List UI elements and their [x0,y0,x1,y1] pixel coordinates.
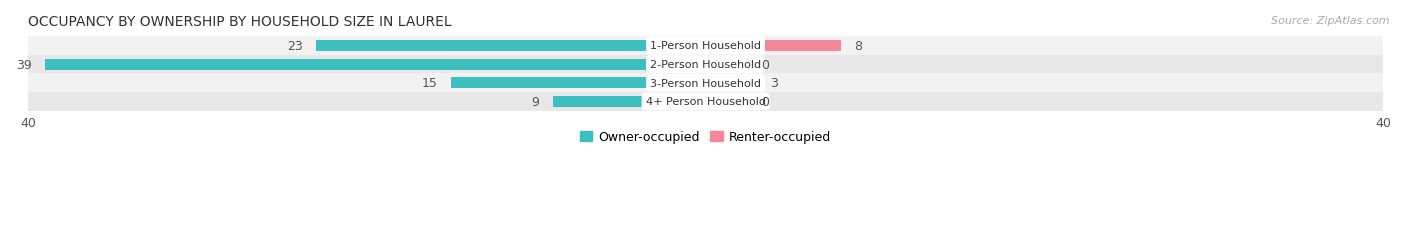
Legend: Owner-occupied, Renter-occupied: Owner-occupied, Renter-occupied [579,131,831,144]
Text: 3: 3 [770,77,778,90]
Bar [706,59,748,70]
Bar [28,55,1384,74]
Text: 9: 9 [531,96,540,109]
Bar [706,96,748,108]
Bar [706,78,756,89]
Text: 8: 8 [855,40,863,53]
Text: 4+ Person Household: 4+ Person Household [645,97,765,107]
Bar [45,59,706,70]
Bar [28,37,1384,55]
Bar [28,93,1384,111]
Bar [706,41,841,52]
Text: 3-Person Household: 3-Person Household [650,79,761,88]
Text: 0: 0 [762,96,769,109]
Bar [553,96,706,108]
Bar [316,41,706,52]
Text: 1-Person Household: 1-Person Household [650,41,761,51]
Text: 15: 15 [422,77,437,90]
Text: Source: ZipAtlas.com: Source: ZipAtlas.com [1271,16,1389,26]
Text: 0: 0 [762,58,769,71]
Text: 39: 39 [15,58,31,71]
Bar [451,78,706,89]
Text: OCCUPANCY BY OWNERSHIP BY HOUSEHOLD SIZE IN LAUREL: OCCUPANCY BY OWNERSHIP BY HOUSEHOLD SIZE… [28,15,451,29]
Text: 2-Person Household: 2-Person Household [650,60,761,70]
Text: 23: 23 [287,40,302,53]
Bar [28,74,1384,93]
